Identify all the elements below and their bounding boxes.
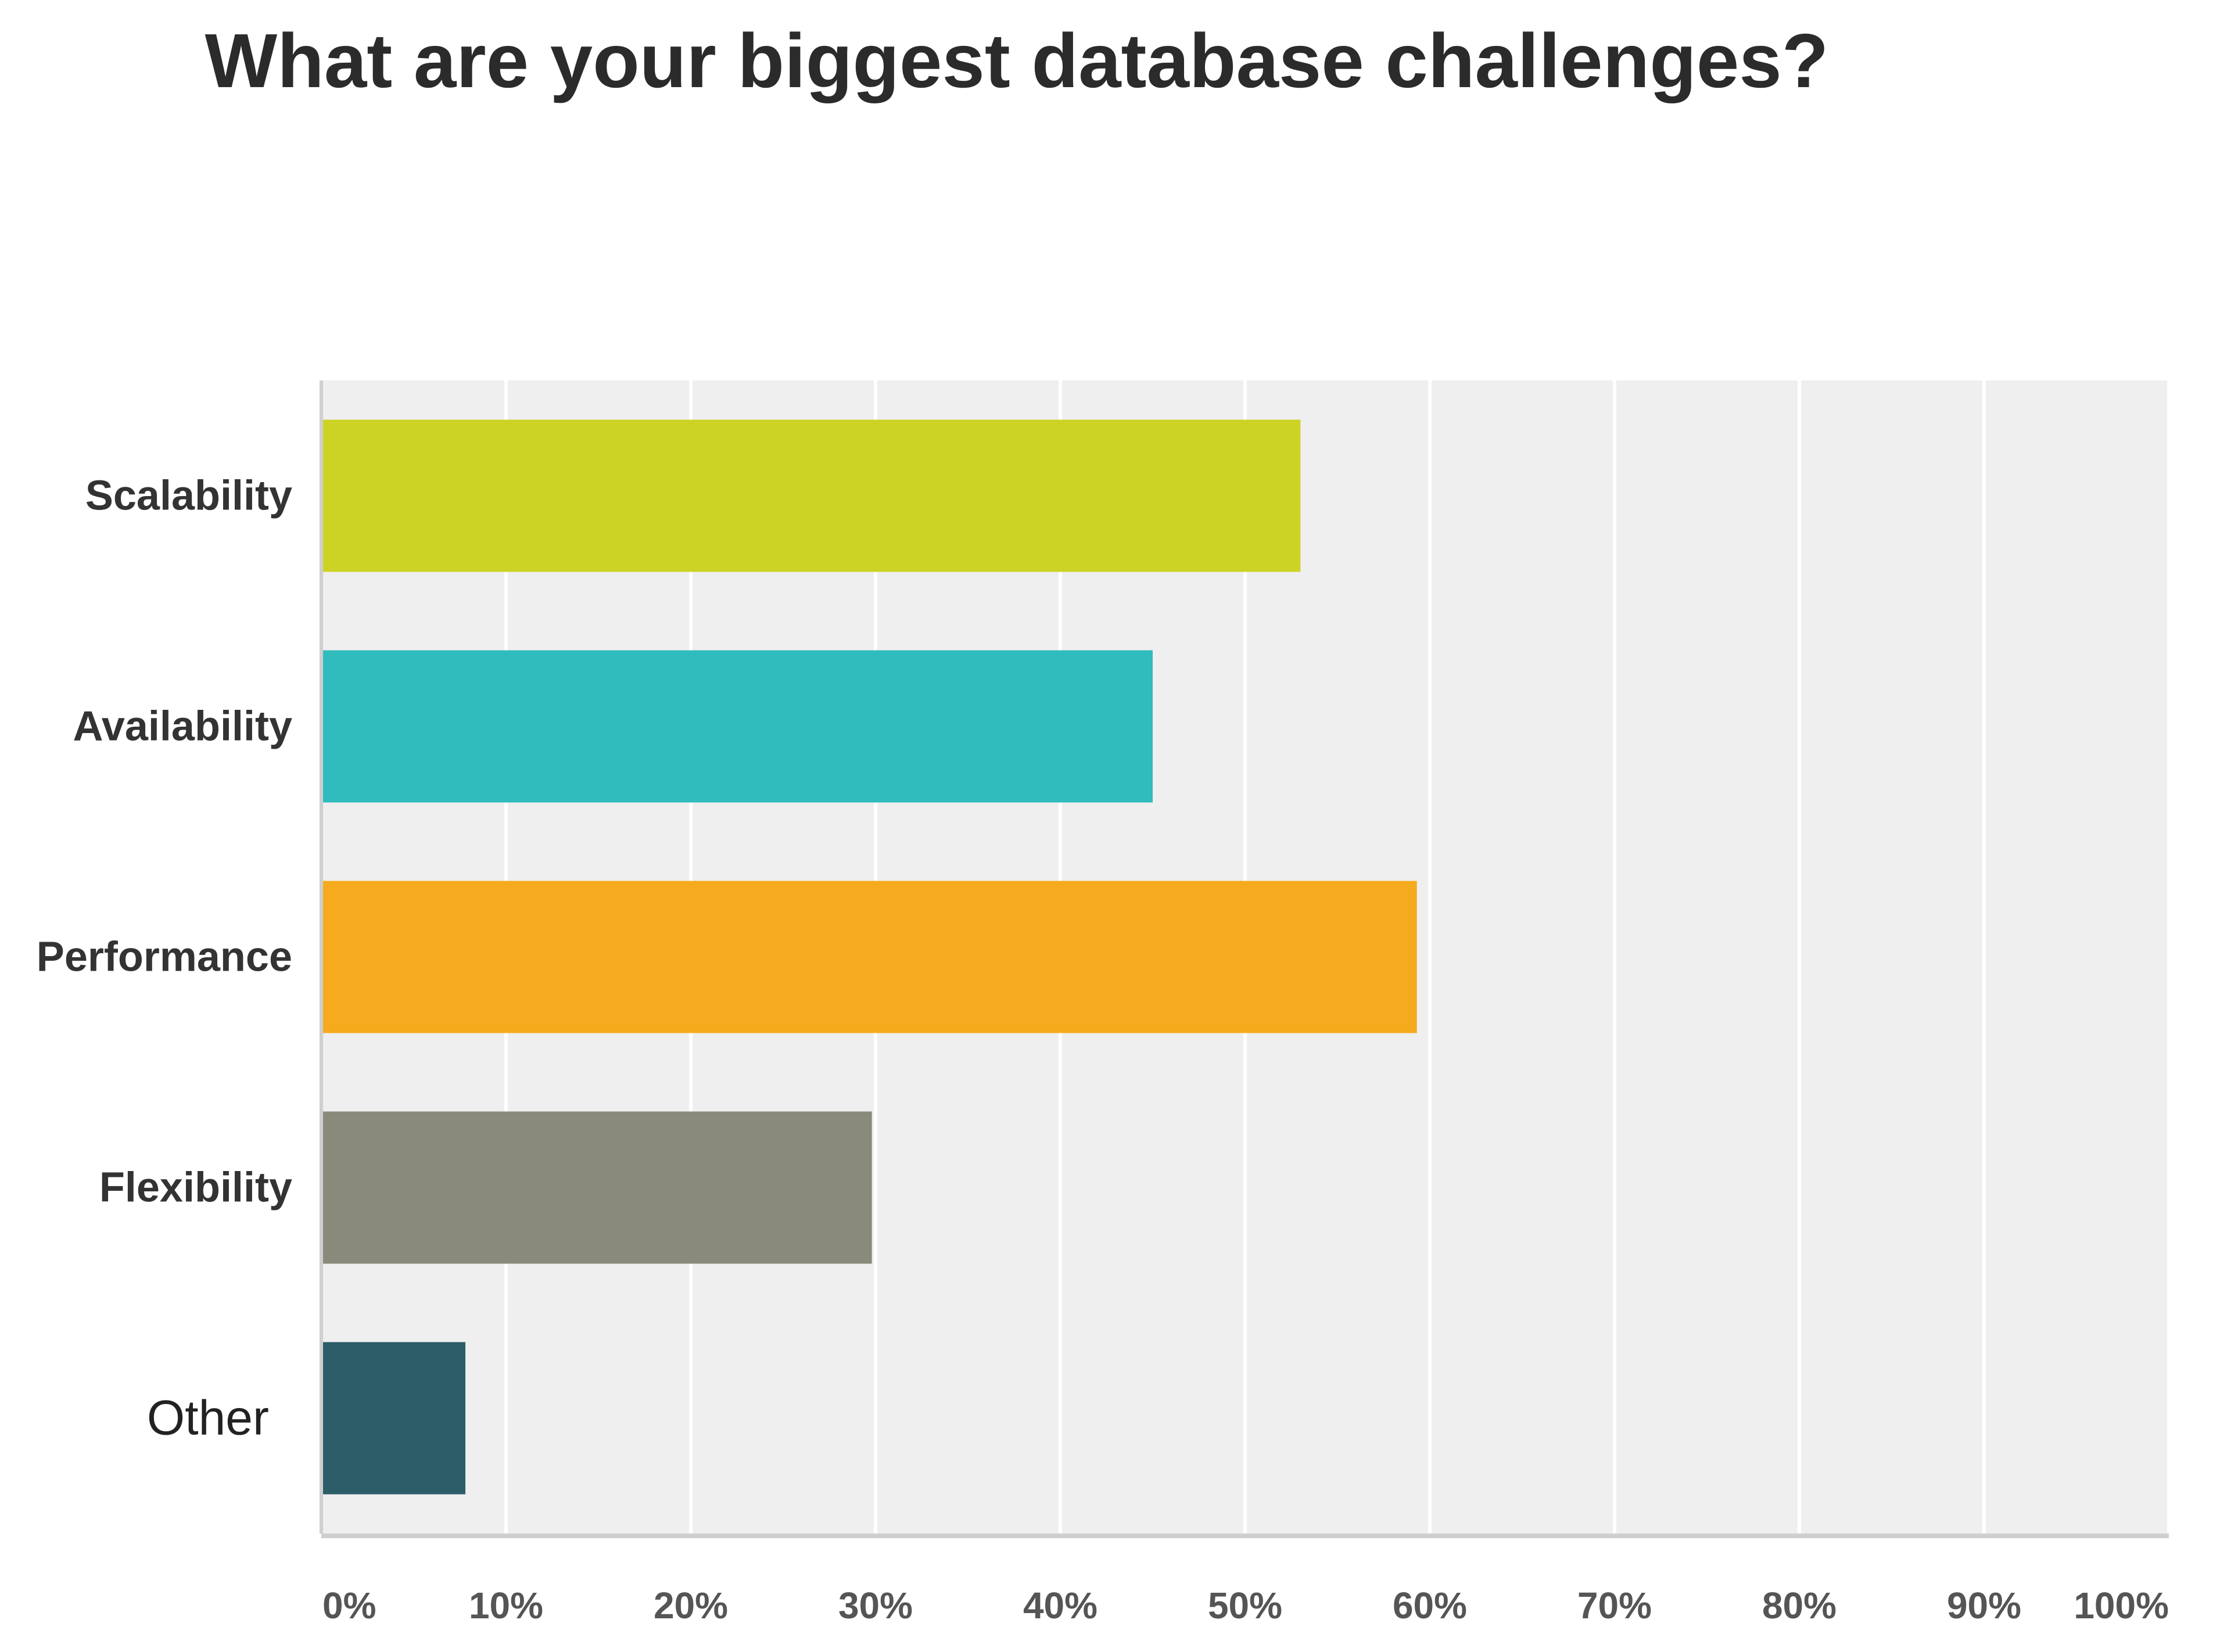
bar-scalability <box>321 419 1301 572</box>
x-tick-label: 60% <box>1393 1585 1467 1626</box>
x-tick-label: 100% <box>2074 1585 2169 1626</box>
tick-labels: 0% 10% 20% 30% 40% 50% 60% 70% 80% 90% 100% <box>322 1585 2169 1626</box>
bar-other <box>321 1342 466 1495</box>
bar-performance <box>321 881 1417 1033</box>
x-tick-label: 50% <box>1208 1585 1282 1626</box>
category-label-flexibility: Flexibility <box>99 1165 292 1211</box>
category-labels: Scalability Availability Performance Flexib… <box>37 473 292 1445</box>
category-label-availability: Availability <box>73 703 292 750</box>
x-tick-label: 0% <box>322 1585 376 1626</box>
x-tick-label: 10% <box>469 1585 543 1626</box>
x-tick-label: 20% <box>654 1585 728 1626</box>
category-label-performance: Performance <box>37 934 292 981</box>
category-label-other: Other <box>147 1391 269 1445</box>
bar-flexibility <box>321 1111 872 1264</box>
bars <box>321 419 1417 1495</box>
chart-title: What are your biggest database challenge… <box>205 18 1829 103</box>
x-tick-label: 30% <box>838 1585 913 1626</box>
x-tick-label: 80% <box>1762 1585 1837 1626</box>
x-tick-label: 70% <box>1577 1585 1652 1626</box>
axes <box>320 380 2169 1538</box>
bar-availability <box>321 650 1153 803</box>
x-tick-label: 40% <box>1023 1585 1097 1626</box>
category-label-scalability: Scalability <box>85 473 292 519</box>
x-tick-label: 90% <box>1947 1585 2021 1626</box>
